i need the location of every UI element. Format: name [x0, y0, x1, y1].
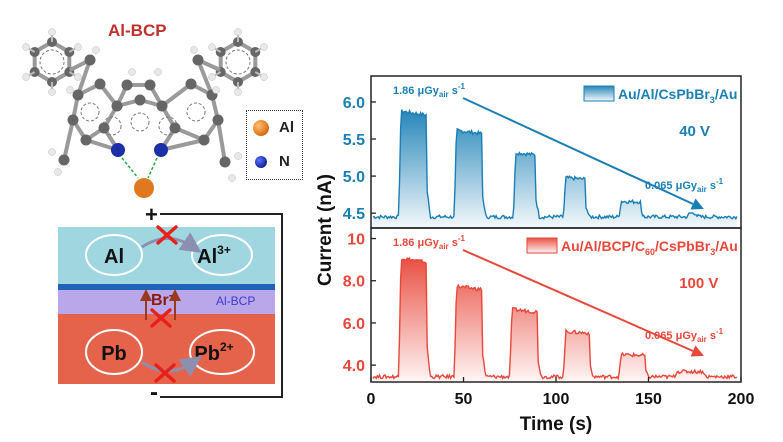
series-area-1 [372, 109, 737, 228]
al-atom-icon [253, 119, 269, 136]
circuit-wire [160, 213, 283, 398]
al3-circle [191, 234, 253, 276]
legend-al: Al [253, 119, 294, 136]
legend-label-2: Au/Al/BCP/C60/CsPbBr3/Au [561, 238, 738, 257]
br-ion-label: Br- [151, 288, 173, 309]
left-phenyl-ring [22, 28, 82, 96]
y-tick-label: 4.5 [343, 206, 365, 223]
minus-terminal: - [150, 379, 158, 406]
current-time-chart: 6.0 5.5 5.0 4.5 Au/Al/CsPbBr3/Au 40 V 1.86 μGy… [315, 75, 755, 435]
y-tick-label: 5.5 [343, 132, 365, 149]
plus-terminal: + [145, 202, 158, 227]
al-atom [134, 178, 154, 198]
legend-n-label: N [279, 153, 290, 170]
voltage-label-2: 100 V [679, 275, 718, 292]
n-atom [111, 143, 125, 157]
trend-arrow-1 [462, 97, 694, 205]
molecule-panel: Al-BCP [22, 21, 268, 198]
pb-label: Pb [101, 343, 127, 365]
al-bcp-layer [58, 290, 275, 314]
legend-swatch-2 [526, 237, 558, 254]
x-tick-label: 200 [728, 391, 755, 408]
x-tick-label: 100 [543, 391, 570, 408]
al3-label: Al3+ [197, 243, 231, 268]
n-atom-icon [255, 155, 267, 168]
trend-arrowhead-2 [690, 345, 704, 357]
series-line-1 [372, 108, 738, 221]
right-phenyl-ring [208, 28, 268, 96]
trend-arrowhead-1 [690, 198, 704, 210]
series-area-2 [372, 258, 737, 382]
blue-thin-layer [58, 284, 275, 290]
dose-start-label-1: 1.86 μGyair s-1 [393, 82, 466, 99]
y-axis-label: Current (nA) [315, 174, 336, 286]
block-cross-bottom [154, 363, 176, 383]
dose-end-label-2: 0.065 μGyair s-1 [645, 327, 724, 344]
y-tick-label: 8.0 [343, 274, 365, 291]
y-tick-label: 6.0 [343, 316, 365, 333]
legend-n: N [255, 153, 290, 170]
n-atom [154, 143, 168, 157]
molecule-structure [22, 28, 268, 198]
legend-al-label: Al [279, 119, 294, 136]
series-line-2 [372, 256, 738, 381]
atom-legend: Al N [246, 110, 303, 180]
x-tick-label: 50 [455, 391, 473, 408]
dose-start-label-2: 1.86 μGyair s-1 [393, 234, 466, 251]
x-axis-label: Time (s) [520, 414, 593, 435]
dose-end-label-1: 0.065 μGyair s-1 [645, 177, 724, 194]
voltage-label-1: 40 V [679, 123, 710, 140]
x-tick-label: 0 [367, 391, 376, 408]
pb2-circle [189, 329, 255, 375]
y-tick-label: 4.0 [343, 358, 365, 375]
y-tick-label: 10 [347, 232, 365, 249]
y-tick-label: 6.0 [343, 95, 365, 112]
al-circle [85, 234, 143, 276]
device-schematic: + - Al-BCP Al Al3+ Pb Pb2+ Br- [58, 202, 283, 406]
block-cross-top [156, 225, 178, 245]
pb-circle [85, 329, 143, 375]
trend-arrow-2 [462, 249, 694, 352]
y-tick-label: 5.0 [343, 169, 365, 186]
x-tick-label: 150 [635, 391, 662, 408]
al-bcp-label: Al-BCP [216, 294, 255, 308]
al-label: Al [104, 246, 124, 268]
al-reaction-arrow [141, 232, 202, 253]
block-cross-middle [150, 308, 172, 328]
molecule-title: Al-BCP [108, 21, 167, 40]
legend-label-1: Au/Al/CsPbBr3/Au [618, 86, 737, 105]
legend-swatch-1 [583, 85, 615, 102]
